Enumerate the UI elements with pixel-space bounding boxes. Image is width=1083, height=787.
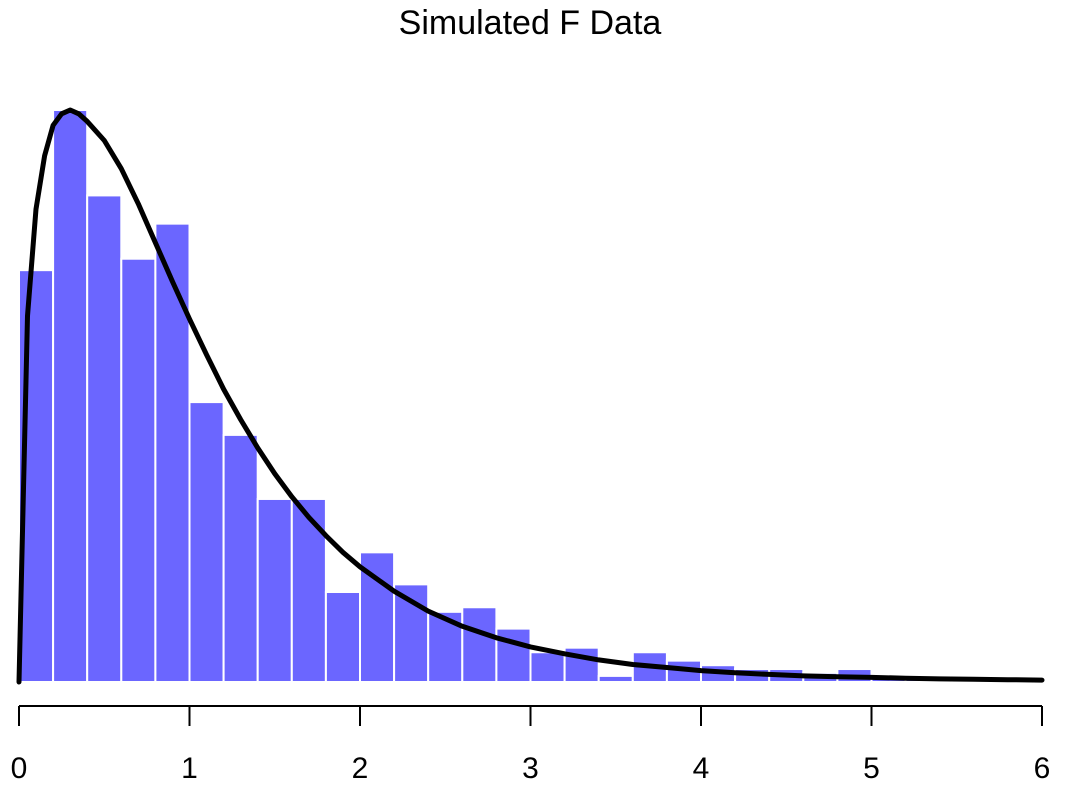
histogram-bar-8 [290, 497, 327, 683]
histogram-bar-2 [86, 194, 123, 683]
x-tick-label-2: 2 [352, 752, 369, 785]
histogram-bar-13 [461, 606, 498, 683]
x-axis: 0 1 2 3 4 5 6 [11, 705, 1051, 785]
histogram-bar-5 [188, 401, 225, 683]
histogram-bar-4 [154, 222, 191, 683]
histogram-bar-3 [120, 257, 157, 683]
histogram-bar-6 [222, 433, 259, 683]
x-tick-label-5: 5 [863, 752, 880, 785]
histogram-bar-1 [52, 109, 89, 683]
histogram-bar-15 [529, 651, 566, 683]
x-axis-ticks: 0 1 2 3 4 5 6 [11, 706, 1051, 785]
x-tick-label-4: 4 [693, 752, 710, 785]
histogram-bar-9 [324, 591, 361, 683]
histogram-bar-10 [359, 551, 396, 684]
histogram-bar-7 [256, 497, 293, 683]
histogram-bar-17 [597, 674, 634, 684]
x-tick-label-6: 6 [1034, 752, 1051, 785]
x-tick-label-0: 0 [11, 752, 28, 785]
x-tick-label-1: 1 [181, 752, 198, 785]
histogram-bar-30 [1041, 679, 1078, 684]
histogram-bars [18, 109, 1078, 684]
chart-title: Simulated F Data [399, 4, 662, 42]
density-curve [16, 107, 1045, 685]
x-tick-label-3: 3 [522, 752, 539, 785]
